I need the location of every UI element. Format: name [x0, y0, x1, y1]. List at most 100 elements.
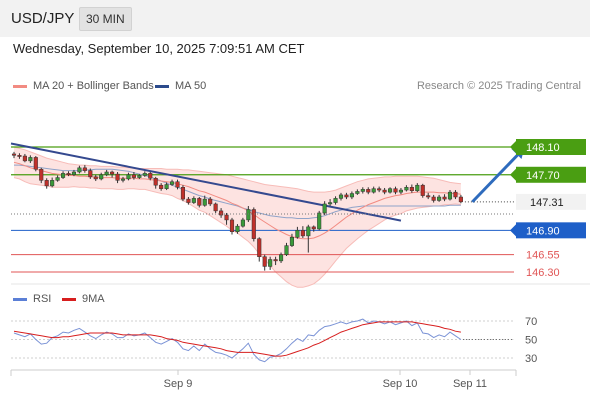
candle [93, 174, 98, 182]
candle-body [137, 175, 142, 178]
candle [164, 182, 169, 191]
candle-body [88, 170, 93, 178]
candle [311, 225, 316, 232]
level-label-146.30: 146.30 [526, 267, 560, 279]
candle [349, 191, 354, 200]
credit-text: Research © 2025 Trading Central [416, 80, 581, 92]
candle [55, 175, 60, 182]
candle-body [126, 174, 131, 180]
candle-body [33, 157, 38, 170]
candle [66, 171, 71, 177]
candle [300, 226, 305, 238]
legend-rsi-swatch [13, 297, 27, 301]
candle [453, 190, 458, 200]
candle-body [142, 173, 147, 176]
timeframe-button[interactable]: 30 MIN [79, 7, 132, 31]
candle-body [458, 196, 463, 203]
candle-body [61, 173, 66, 178]
candle [137, 174, 142, 179]
rsi-tick-50: 50 [525, 335, 537, 347]
candle-body [77, 167, 82, 173]
candle-body [426, 195, 431, 198]
candle [273, 256, 278, 266]
candle-body [82, 167, 87, 171]
candle-body [186, 198, 191, 203]
legend-rsi-label: RSI [33, 293, 52, 305]
candle [437, 194, 442, 202]
candle [197, 197, 202, 208]
candle-body [322, 203, 327, 214]
candle-body [317, 212, 322, 230]
candle [420, 183, 425, 198]
candle-body [235, 225, 240, 232]
level-badge-148.10 [516, 139, 586, 155]
candle [442, 194, 447, 202]
candle-body [213, 203, 218, 212]
candle-body [295, 230, 300, 238]
level-label-147.70: 147.70 [526, 170, 560, 182]
candle-body [328, 202, 333, 205]
candle [268, 256, 273, 270]
candle [99, 172, 104, 181]
legend-ma50-label: MA 50 [175, 80, 207, 92]
candle-body [437, 196, 442, 201]
last-price-badge [516, 193, 586, 210]
candle-body [360, 189, 365, 192]
candle-body [377, 188, 382, 191]
candle [317, 210, 322, 231]
candle [306, 224, 311, 253]
candle [284, 242, 289, 257]
candle [22, 153, 27, 163]
level-badge-arrow [510, 224, 516, 237]
candle [170, 179, 175, 186]
candle [61, 171, 66, 179]
level-label-146.90: 146.90 [526, 225, 560, 237]
candle [295, 226, 300, 239]
candle-body [355, 191, 360, 194]
candle-body [11, 153, 17, 156]
candle-body [66, 173, 71, 176]
candle [191, 196, 196, 204]
candle-body [262, 256, 267, 267]
candle-body [273, 259, 278, 262]
candle [398, 187, 403, 195]
candle-body [420, 184, 425, 196]
candle-body [442, 196, 447, 200]
candle-body [371, 188, 376, 193]
candle-body [453, 191, 458, 198]
candle-body [71, 171, 77, 176]
candle-body [99, 174, 104, 180]
candle [33, 156, 38, 172]
candle-body [366, 189, 371, 193]
candle [279, 252, 284, 263]
candle-body [93, 176, 98, 180]
candle-body [404, 187, 409, 191]
candle [447, 190, 453, 201]
candle [202, 195, 207, 207]
candle-body [311, 226, 316, 230]
candle [115, 172, 120, 184]
candle [409, 184, 414, 193]
candle [120, 176, 126, 183]
candle-body [175, 181, 180, 188]
legend-ma50: MA 50 [155, 80, 206, 92]
timestamp: Wednesday, September 10, 2025 7:09:51 AM… [13, 41, 305, 56]
candle [338, 192, 344, 201]
candle [371, 186, 376, 194]
candle [328, 199, 333, 207]
candle-body [300, 230, 305, 237]
rsi-tick-70: 70 [525, 316, 537, 328]
candle [229, 217, 235, 235]
candle-body [22, 155, 27, 162]
level-label-148.10: 148.10 [526, 142, 560, 154]
candle-body [159, 184, 164, 189]
candle-body [284, 245, 289, 255]
candle-body [153, 178, 158, 186]
candle [262, 254, 267, 271]
candle [366, 187, 371, 195]
candle [426, 192, 431, 200]
candle-body [431, 196, 436, 201]
candle-body [398, 189, 403, 193]
candle-body [257, 238, 262, 257]
